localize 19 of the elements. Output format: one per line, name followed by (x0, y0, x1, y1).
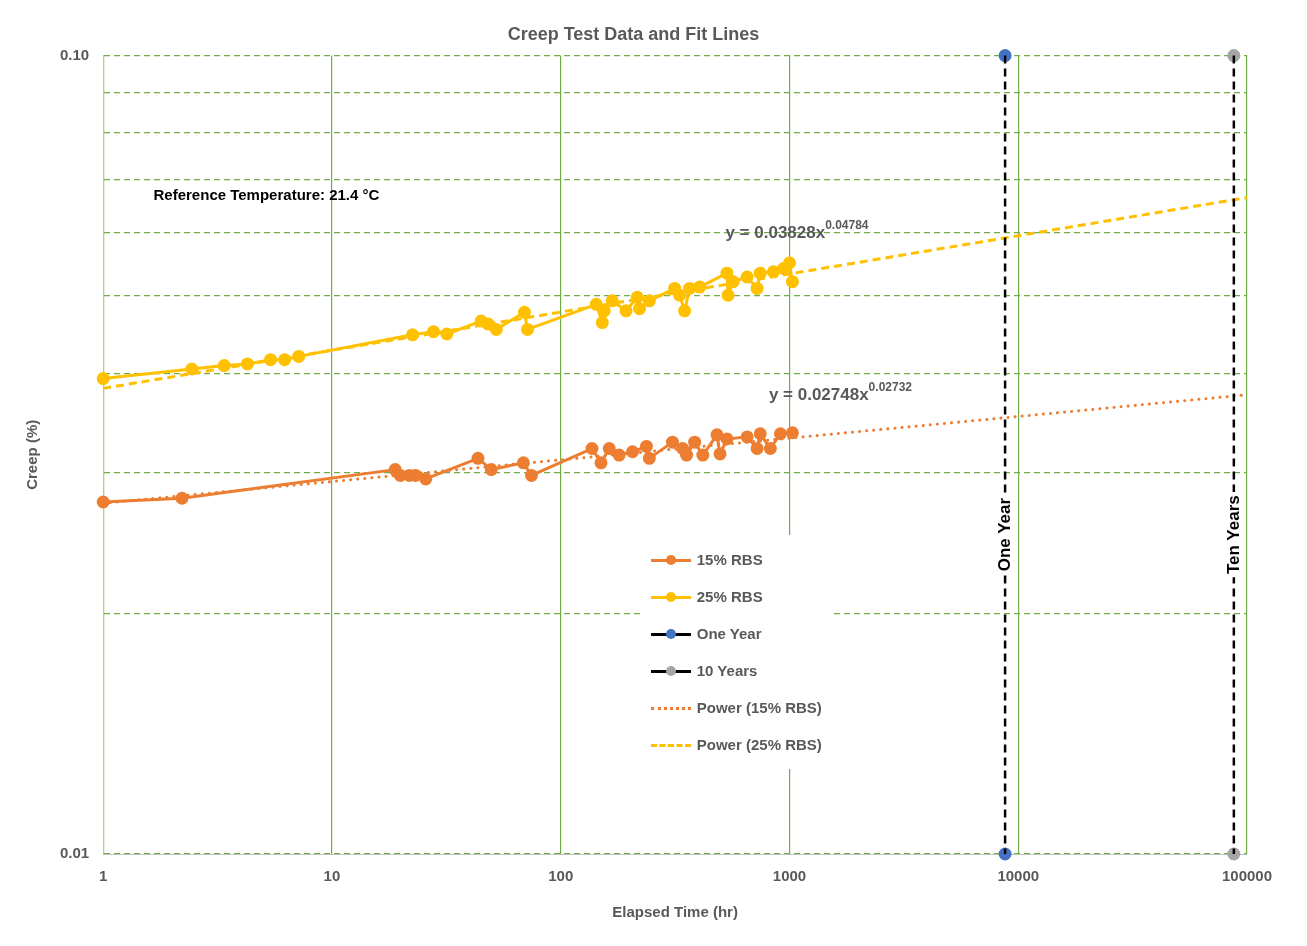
legend-label: One Year (696, 625, 762, 642)
x-tick-label: 100000 (1221, 867, 1273, 885)
legend-label: Power (25% RBS) (696, 736, 822, 753)
ref-line-label: One Year (994, 497, 1014, 572)
legend-label: Power (15% RBS) (696, 699, 822, 716)
y-tick-label: 0.01 (59, 844, 90, 862)
legend-label: 15% RBS (696, 551, 763, 568)
x-tick-label: 10000 (997, 867, 1040, 885)
x-tick-label: 10 (323, 867, 341, 885)
legend-label: 25% RBS (696, 588, 763, 605)
legend-label: 10 Years (696, 662, 758, 679)
y-tick-label: 0.10 (59, 45, 90, 63)
x-tick-label: 1000 (772, 867, 807, 885)
ref-line-label: Ten Years (1223, 495, 1243, 575)
x-axis-title: Elapsed Time (hr) (612, 903, 738, 921)
x-tick-label: 1 (99, 867, 108, 885)
y-axis-title: Creep (%) (23, 419, 41, 490)
x-tick-label: 100 (548, 867, 574, 885)
chart-title: Creep Test Data and Fit Lines (507, 23, 760, 44)
